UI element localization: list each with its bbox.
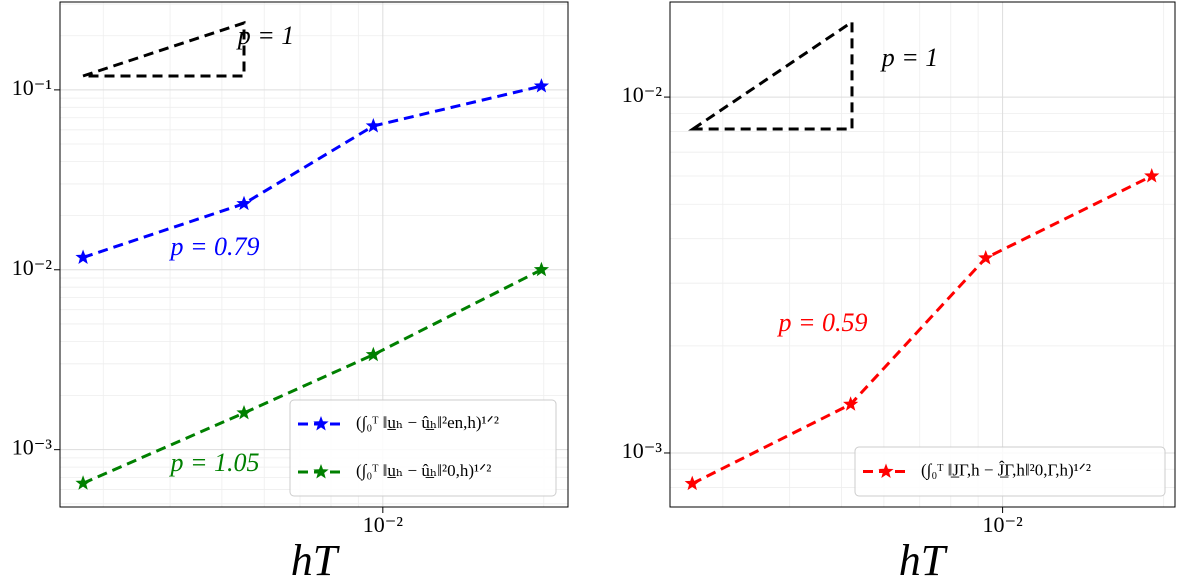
y-tick-label: 10⁻¹ [12,75,52,100]
x-tick-label: 10⁻² [363,512,404,537]
marker [1144,168,1160,183]
slope-triangle [688,19,854,131]
x-tick-label: 10⁻² [982,512,1023,537]
series-line [691,174,1153,485]
annotation: p = 1.05 [168,448,259,477]
marker [978,250,994,265]
legend-label: (∫₀ᵀ ‖u̲ₕ − û̲ₕ‖²en,h)¹ᐟ² [356,413,499,433]
slope-triangle [82,20,246,78]
legend-marker [313,464,329,479]
series-line [82,84,542,259]
marker [843,396,859,411]
y-tick-label: 10⁻³ [622,438,663,463]
marker [533,261,550,277]
slope-label: p = 1 [880,43,939,72]
x-axis-label: hT [899,536,949,585]
legend-label: (∫₀ᵀ ‖u̲ₕ − û̲ₕ‖²0,h)¹ᐟ² [356,461,491,481]
marker [236,195,252,211]
series-line [82,268,543,485]
marker [236,404,252,420]
marker [365,346,381,362]
marker [533,78,550,93]
slope-label: p = 1 [236,21,295,50]
marker [75,475,91,490]
marker [684,475,700,491]
x-axis-label: hT [291,536,341,585]
legend-marker [313,416,329,431]
y-tick-label: 10⁻³ [12,435,53,460]
marker [365,117,381,133]
legend-box [289,399,557,497]
y-tick-label: 10⁻² [622,82,663,107]
plot-frame [669,1,1176,508]
y-tick-label: 10⁻² [12,255,53,280]
minor-grid [670,2,1175,507]
annotation: p = 0.79 [168,232,259,261]
plot-frame [59,1,569,508]
legend-label: (∫₀ᵀ ‖J̲Γ,h − Ĵ̲Γ,h‖²0,Γ,h)¹ᐟ² [921,460,1091,480]
annotation: p = 0.59 [776,308,867,337]
legend-box [854,446,1166,497]
marker [75,249,91,264]
legend-marker [878,463,894,478]
